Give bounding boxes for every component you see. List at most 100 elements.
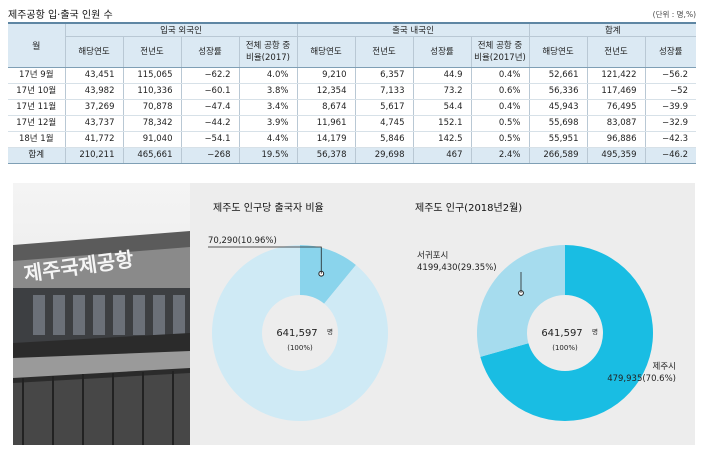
donut2-label-0: 479,935(70.6%) (607, 374, 676, 384)
table-cell: 5,846 (355, 131, 414, 148)
donut1-center-value: 641,597 (276, 328, 317, 339)
table-cell: 54.4 (413, 99, 472, 116)
table-cell: 3.8% (239, 83, 298, 100)
table-cell: 4,745 (355, 115, 414, 132)
row-label: 합계 (8, 147, 66, 164)
table-cell: 83,087 (587, 115, 646, 132)
donut1-label-0: 70,290(10.96%) (208, 236, 277, 246)
subheader-7: 전체 공항 중 비율(2017년) (471, 36, 530, 68)
group-header-inbound: 입국 외국인 (65, 23, 298, 37)
row-label: 17년 10월 (8, 83, 66, 100)
table-cell: 41,772 (65, 131, 124, 148)
table-cell: 55,951 (529, 131, 588, 148)
table-total-row: 합계 210,211 465,661 −268 19.5% 56,378 29,698 467… (8, 147, 697, 164)
donut2-name-1: 서귀포시 (417, 250, 448, 261)
table-cell: 91,040 (123, 131, 182, 148)
table-cell: 29,698 (355, 147, 414, 164)
table-cell: 43,451 (65, 67, 124, 84)
table-cell: 8,674 (297, 99, 356, 116)
table-cell: 3.9% (239, 115, 298, 132)
table-cell: 52,661 (529, 67, 588, 84)
table-cell: 0.6% (471, 83, 530, 100)
table-cell: 19.5% (239, 147, 298, 164)
donut2-center-pct: (100%) (552, 344, 578, 352)
table-cell: 0.5% (471, 131, 530, 148)
table-cell: 55,698 (529, 115, 588, 132)
table-cell: 78,342 (123, 115, 182, 132)
table-cell: 0.4% (471, 67, 530, 84)
table-cell: 0.5% (471, 115, 530, 132)
donut2-title: 제주도 인구(2018년2월) (415, 203, 523, 214)
table-cell: 6,357 (355, 67, 414, 84)
row-label: 18년 1월 (8, 131, 66, 148)
donut2-label-1: 4199,430(29.35%) (417, 263, 497, 273)
subheader-1: 전년도 (123, 36, 182, 68)
group-header-outbound: 출국 내국인 (297, 23, 530, 37)
table-cell: −52 (645, 83, 697, 100)
table-cell: −47.4 (181, 99, 240, 116)
passenger-table: 월 입국 외국인 출국 내국인 합계 해당연도 전년도 성장률 전체 공항 중 비율(… (8, 22, 697, 164)
table-cell: 56,378 (297, 147, 356, 164)
table-cell: 117,469 (587, 83, 646, 100)
table-cell: −44.2 (181, 115, 240, 132)
group-header-total: 합계 (529, 23, 697, 37)
table-cell: 14,179 (297, 131, 356, 148)
table-cell: −268 (181, 147, 240, 164)
row-label: 17년 12월 (8, 115, 66, 132)
donut2-slice-0 (480, 245, 654, 421)
table-cell: 0.4% (471, 99, 530, 116)
table-cell: 115,065 (123, 67, 182, 84)
table-row: 18년 1월 41,772 91,040 −54.1 4.4% 14,179 5,846 14… (8, 131, 697, 148)
table-cell: −32.9 (645, 115, 697, 132)
subheader-5: 전년도 (355, 36, 414, 68)
table-cell: 43,737 (65, 115, 124, 132)
table-cell: 9,210 (297, 67, 356, 84)
table-row: 17년 12월 43,737 78,342 −44.2 3.9% 11,961 4,745 1… (8, 115, 697, 132)
row-label: 17년 9월 (8, 67, 66, 84)
table-cell: 467 (413, 147, 472, 164)
table-cell: 43,982 (65, 83, 124, 100)
table-cell: 142.5 (413, 131, 472, 148)
table-cell: −54.1 (181, 131, 240, 148)
table-cell: 266,589 (529, 147, 588, 164)
table-cell: 4.0% (239, 67, 298, 84)
donut1-slice-0 (300, 245, 356, 304)
table-row: 17년 9월 43,451 115,065 −62.2 4.0% 9,210 6,357 44… (8, 67, 697, 84)
table-cell: 73.2 (413, 83, 472, 100)
table-cell: 465,661 (123, 147, 182, 164)
donut2-name-0: 제주시 (653, 362, 676, 372)
table-cell: −62.2 (181, 67, 240, 84)
row-label: 17년 11월 (8, 99, 66, 116)
donut1-leader-line (208, 246, 322, 274)
table-row: 17년 10월 43,982 110,336 −60.1 3.8% 12,354 7,133… (8, 83, 697, 100)
table-row: 17년 11월 37,269 70,878 −47.4 3.4% 8,674 5,617 54… (8, 99, 697, 116)
table-cell: 5,617 (355, 99, 414, 116)
table-cell: −46.2 (645, 147, 697, 164)
table-cell: 4.4% (239, 131, 298, 148)
table-cell: 2.4% (471, 147, 530, 164)
table-cell: −56.2 (645, 67, 697, 84)
subheader-0: 해당연도 (65, 36, 124, 68)
subheader-4: 해당연도 (297, 36, 356, 68)
unit-note: (단위 : 명,%) (652, 10, 696, 19)
table-cell: −60.1 (181, 83, 240, 100)
donut1-center-unit: 명 (327, 327, 333, 336)
subheader-3: 전체 공항 중 비율(2017) (239, 36, 298, 68)
row-header: 월 (8, 23, 66, 68)
table-cell: 96,886 (587, 131, 646, 148)
table-cell: 110,336 (123, 83, 182, 100)
table-cell: 37,269 (65, 99, 124, 116)
table-cell: 70,878 (123, 99, 182, 116)
donut2-center-value: 641,597 (541, 328, 582, 339)
subheader-2: 성장률 (181, 36, 240, 68)
subheader-6: 성장률 (413, 36, 472, 68)
donut1-center-pct: (100%) (287, 344, 313, 352)
subheader-10: 성장률 (645, 36, 697, 68)
table-cell: 7,133 (355, 83, 414, 100)
table-cell: 210,211 (65, 147, 124, 164)
donut1-slice-1 (212, 245, 389, 421)
subheader-9: 전년도 (587, 36, 646, 68)
table-cell: 12,354 (297, 83, 356, 100)
table-cell: −42.3 (645, 131, 697, 148)
